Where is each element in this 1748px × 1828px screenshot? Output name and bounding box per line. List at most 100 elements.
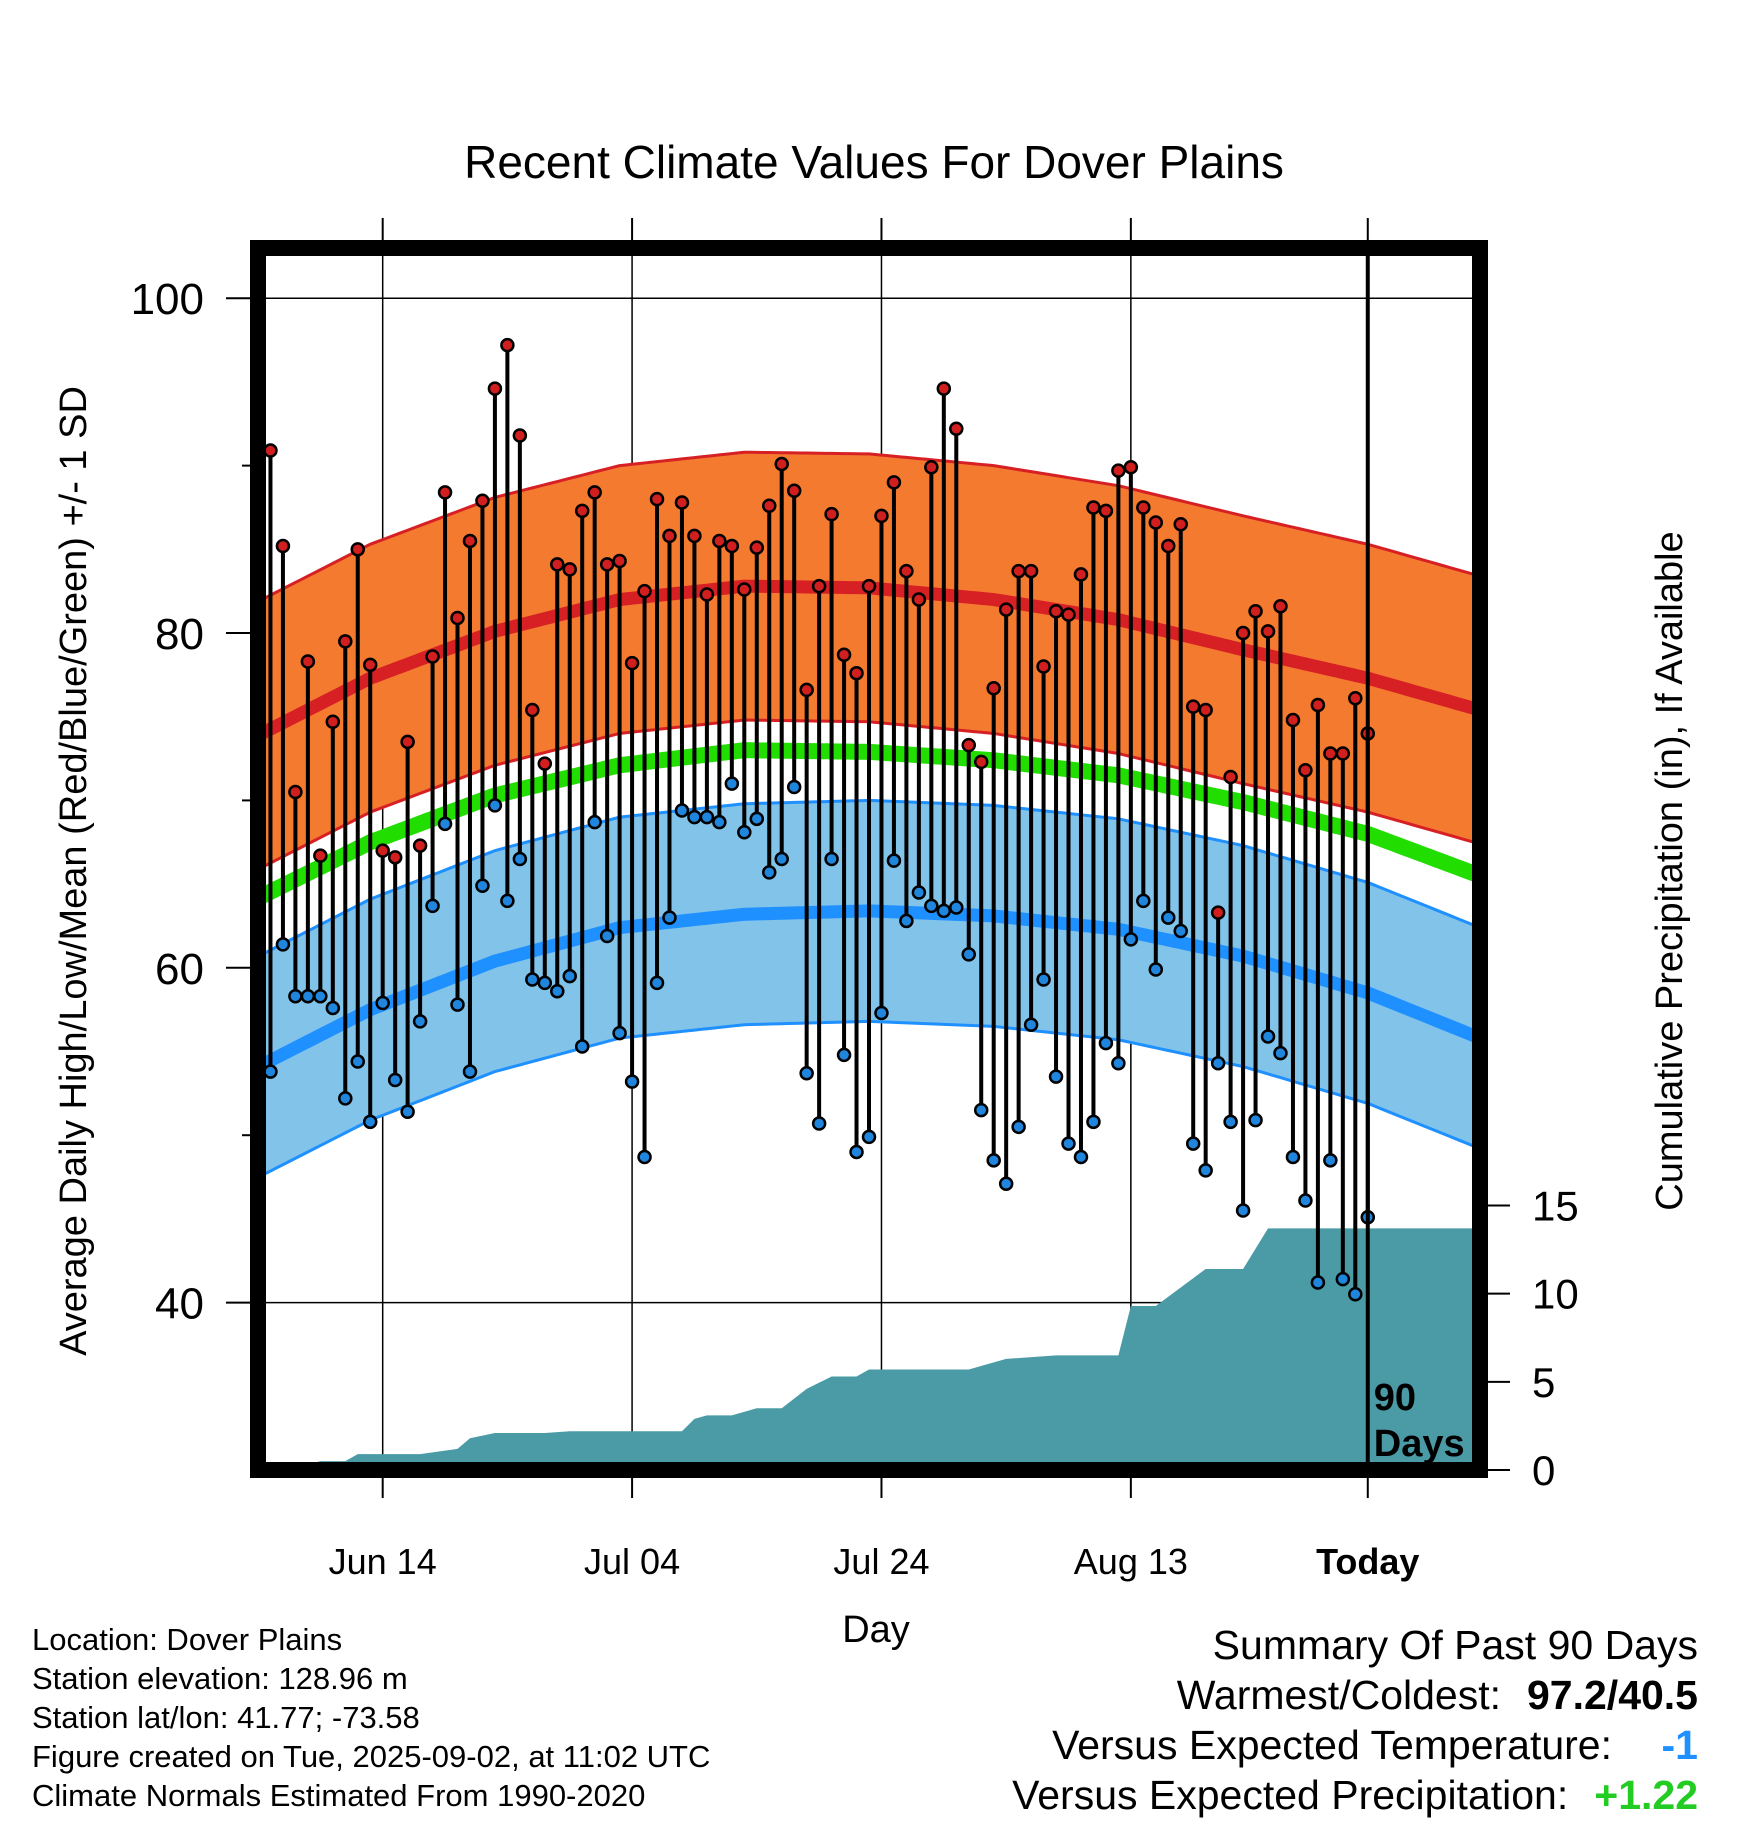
daily-high-point xyxy=(1148,515,1164,530)
daily-high-point xyxy=(949,421,964,437)
daily-high-point xyxy=(874,508,889,524)
x-tick-label: Today xyxy=(1316,1541,1419,1582)
y2-tick-label: 15 xyxy=(1532,1182,1579,1229)
daily-low-point xyxy=(313,989,328,1004)
daily-low-point xyxy=(899,913,914,929)
daily-high-point xyxy=(1248,604,1263,619)
daily-high-point xyxy=(1210,905,1226,920)
daily-high-point xyxy=(849,665,864,681)
daily-low-point xyxy=(537,975,553,991)
daily-low-point xyxy=(574,1039,590,1054)
daily-high-point xyxy=(1111,463,1126,478)
normal-high-upper-line xyxy=(258,450,1480,608)
normals-note-text: Climate Normals Estimated From 1990-2020 xyxy=(32,1778,646,1813)
daily-high-point xyxy=(537,756,553,771)
daily-low-point xyxy=(275,937,291,952)
daily-low-point xyxy=(1260,1029,1276,1044)
y-tick-label: 60 xyxy=(155,945,204,994)
daily-low-point xyxy=(562,968,577,984)
daily-low-point xyxy=(512,851,528,867)
daily-low-point xyxy=(1123,932,1139,947)
temp-value: -1 xyxy=(1661,1722,1698,1768)
daily-high-point xyxy=(761,498,777,514)
daily-low-point xyxy=(362,1114,378,1130)
daily-low-point xyxy=(649,975,665,991)
daily-low-point xyxy=(599,928,615,944)
daily-low-point xyxy=(1098,1035,1114,1051)
warmest-row: Warmest/Coldest: 97.2/40.5 xyxy=(1012,1670,1698,1720)
y2-tick-label: 5 xyxy=(1532,1359,1555,1406)
daily-high-point xyxy=(338,634,353,649)
precip-label: Versus Expected Precipitation: xyxy=(1012,1772,1569,1818)
daily-low-point xyxy=(400,1104,415,1120)
daily-high-point xyxy=(1098,503,1114,519)
daily-low-point xyxy=(1235,1203,1251,1218)
daily-high-point xyxy=(400,734,415,750)
daily-high-point xyxy=(911,592,927,607)
daily-low-point xyxy=(1185,1136,1201,1151)
daily-high-point xyxy=(624,655,640,671)
daily-high-point xyxy=(525,702,540,718)
daily-low-point xyxy=(1273,1045,1288,1061)
daily-high-point xyxy=(512,428,528,443)
daily-high-point xyxy=(774,456,789,472)
daily-high-point xyxy=(836,647,852,663)
created-text: Figure created on Tue, 2025-09-02, at 11… xyxy=(32,1739,711,1774)
y2-tick-label: 0 xyxy=(1532,1447,1555,1494)
daily-high-point xyxy=(562,562,577,577)
daily-high-point xyxy=(263,443,278,458)
daily-low-point xyxy=(1011,1119,1026,1135)
daily-low-point xyxy=(462,1064,478,1079)
daily-low-point xyxy=(687,809,702,825)
daily-low-point xyxy=(861,1129,877,1145)
daily-low-point xyxy=(799,1066,814,1081)
daily-low-point xyxy=(786,779,802,795)
daily-low-point xyxy=(500,893,515,909)
daily-high-point xyxy=(1335,746,1351,761)
daily-high-point xyxy=(936,381,952,396)
daily-high-point xyxy=(487,381,503,396)
daily-high-point xyxy=(811,578,827,594)
daily-high-point xyxy=(687,528,702,544)
daily-low-point xyxy=(1298,1193,1313,1208)
x-tick-label: Aug 13 xyxy=(1074,1541,1188,1582)
daily-low-point xyxy=(550,983,565,999)
normal-low-lower-line xyxy=(258,1019,1480,1184)
daily-low-point xyxy=(425,898,440,914)
daily-low-point xyxy=(1323,1153,1338,1168)
daily-low-point xyxy=(936,903,952,919)
daily-high-point xyxy=(649,491,665,507)
daily-low-point xyxy=(1061,1136,1076,1151)
y-tick-label: 80 xyxy=(155,610,204,659)
daily-high-point xyxy=(475,493,490,509)
daily-low-point xyxy=(911,885,927,900)
daily-high-point xyxy=(961,737,977,753)
daily-high-point xyxy=(724,538,740,554)
precip-row: Versus Expected Precipitation: +1.22 xyxy=(1012,1770,1698,1820)
daily-low-point xyxy=(749,811,765,827)
daily-high-point xyxy=(425,649,440,664)
daily-low-point xyxy=(637,1149,652,1165)
daily-high-point xyxy=(1036,659,1051,674)
daily-high-point xyxy=(1348,691,1363,706)
daily-low-point xyxy=(662,910,677,925)
daily-high-point xyxy=(450,610,465,626)
daily-high-point xyxy=(500,337,515,353)
daily-low-point xyxy=(998,1176,1014,1192)
daily-low-point xyxy=(1136,893,1151,909)
daily-low-point xyxy=(1048,1069,1064,1084)
daily-high-point xyxy=(612,553,627,569)
x-tick-label: Jul 24 xyxy=(833,1541,929,1582)
daily-high-point xyxy=(973,754,989,770)
daily-high-point xyxy=(1198,702,1213,718)
daily-low-point xyxy=(487,798,503,813)
daily-high-point xyxy=(1048,604,1064,619)
daily-high-point xyxy=(1123,460,1139,475)
daily-high-point xyxy=(662,528,677,544)
daily-low-point xyxy=(525,972,540,987)
precipitation-area xyxy=(258,1228,1480,1470)
daily-low-point xyxy=(1223,1114,1238,1130)
daily-high-point xyxy=(712,533,727,549)
daily-high-point xyxy=(375,843,390,858)
daily-low-point xyxy=(674,803,690,818)
